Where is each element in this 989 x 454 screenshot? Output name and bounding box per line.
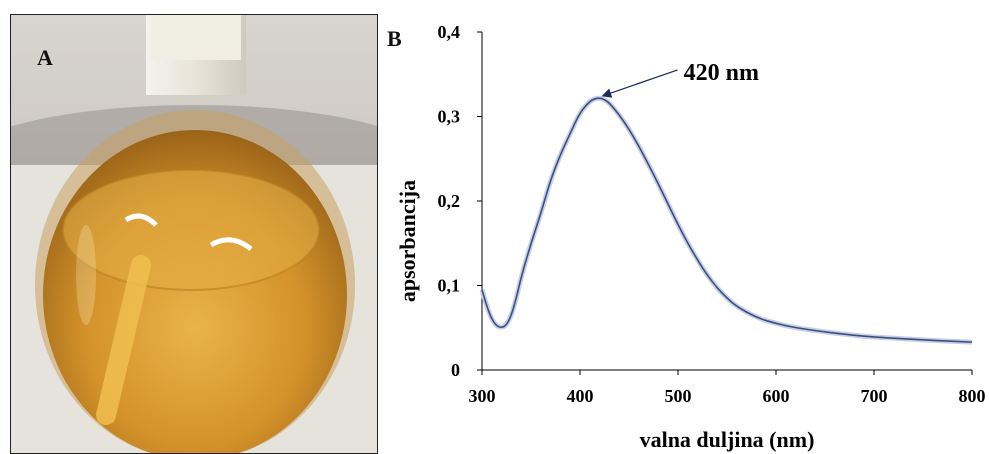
- peak-arrow: [601, 69, 678, 98]
- y-tick-label: 0: [451, 360, 460, 380]
- y-tick-label: 0,4: [438, 22, 461, 42]
- y-tick-label: 0,2: [438, 191, 461, 211]
- y-tick-label: 0,3: [438, 107, 461, 127]
- y-axis-title: apsorbancija: [395, 180, 420, 302]
- x-tick-label: 500: [665, 386, 692, 406]
- panel-a-label: A: [37, 45, 53, 70]
- x-tick-label: 800: [959, 386, 986, 406]
- x-tick-label: 600: [763, 386, 790, 406]
- flask-photo: A: [10, 14, 378, 454]
- series-line-glow: [479, 95, 973, 345]
- panel-b-label: B: [387, 26, 402, 51]
- x-axis-title: valna duljina (nm): [640, 427, 815, 452]
- absorbance-chart: 300 400 500 600 700 800 0 0,1 0,2 0,3 0,4 420 nm v…: [395, 22, 986, 452]
- stir-bar: [96, 255, 151, 425]
- flask-illustration: [11, 15, 377, 453]
- peak-annotation-label: 420 nm: [684, 60, 759, 86]
- flask-stopper: [151, 15, 241, 60]
- x-tick-label: 300: [469, 386, 496, 406]
- x-tick-label: 700: [861, 386, 888, 406]
- chart-series: [479, 95, 973, 345]
- chart-annotations: 420 nm: [601, 60, 759, 98]
- chart-ticks: 300 400 500 600 700 800 0 0,1 0,2 0,3 0,4: [438, 22, 986, 406]
- x-tick-label: 400: [567, 386, 594, 406]
- y-tick-label: 0,1: [438, 276, 461, 296]
- series-line: [481, 97, 973, 343]
